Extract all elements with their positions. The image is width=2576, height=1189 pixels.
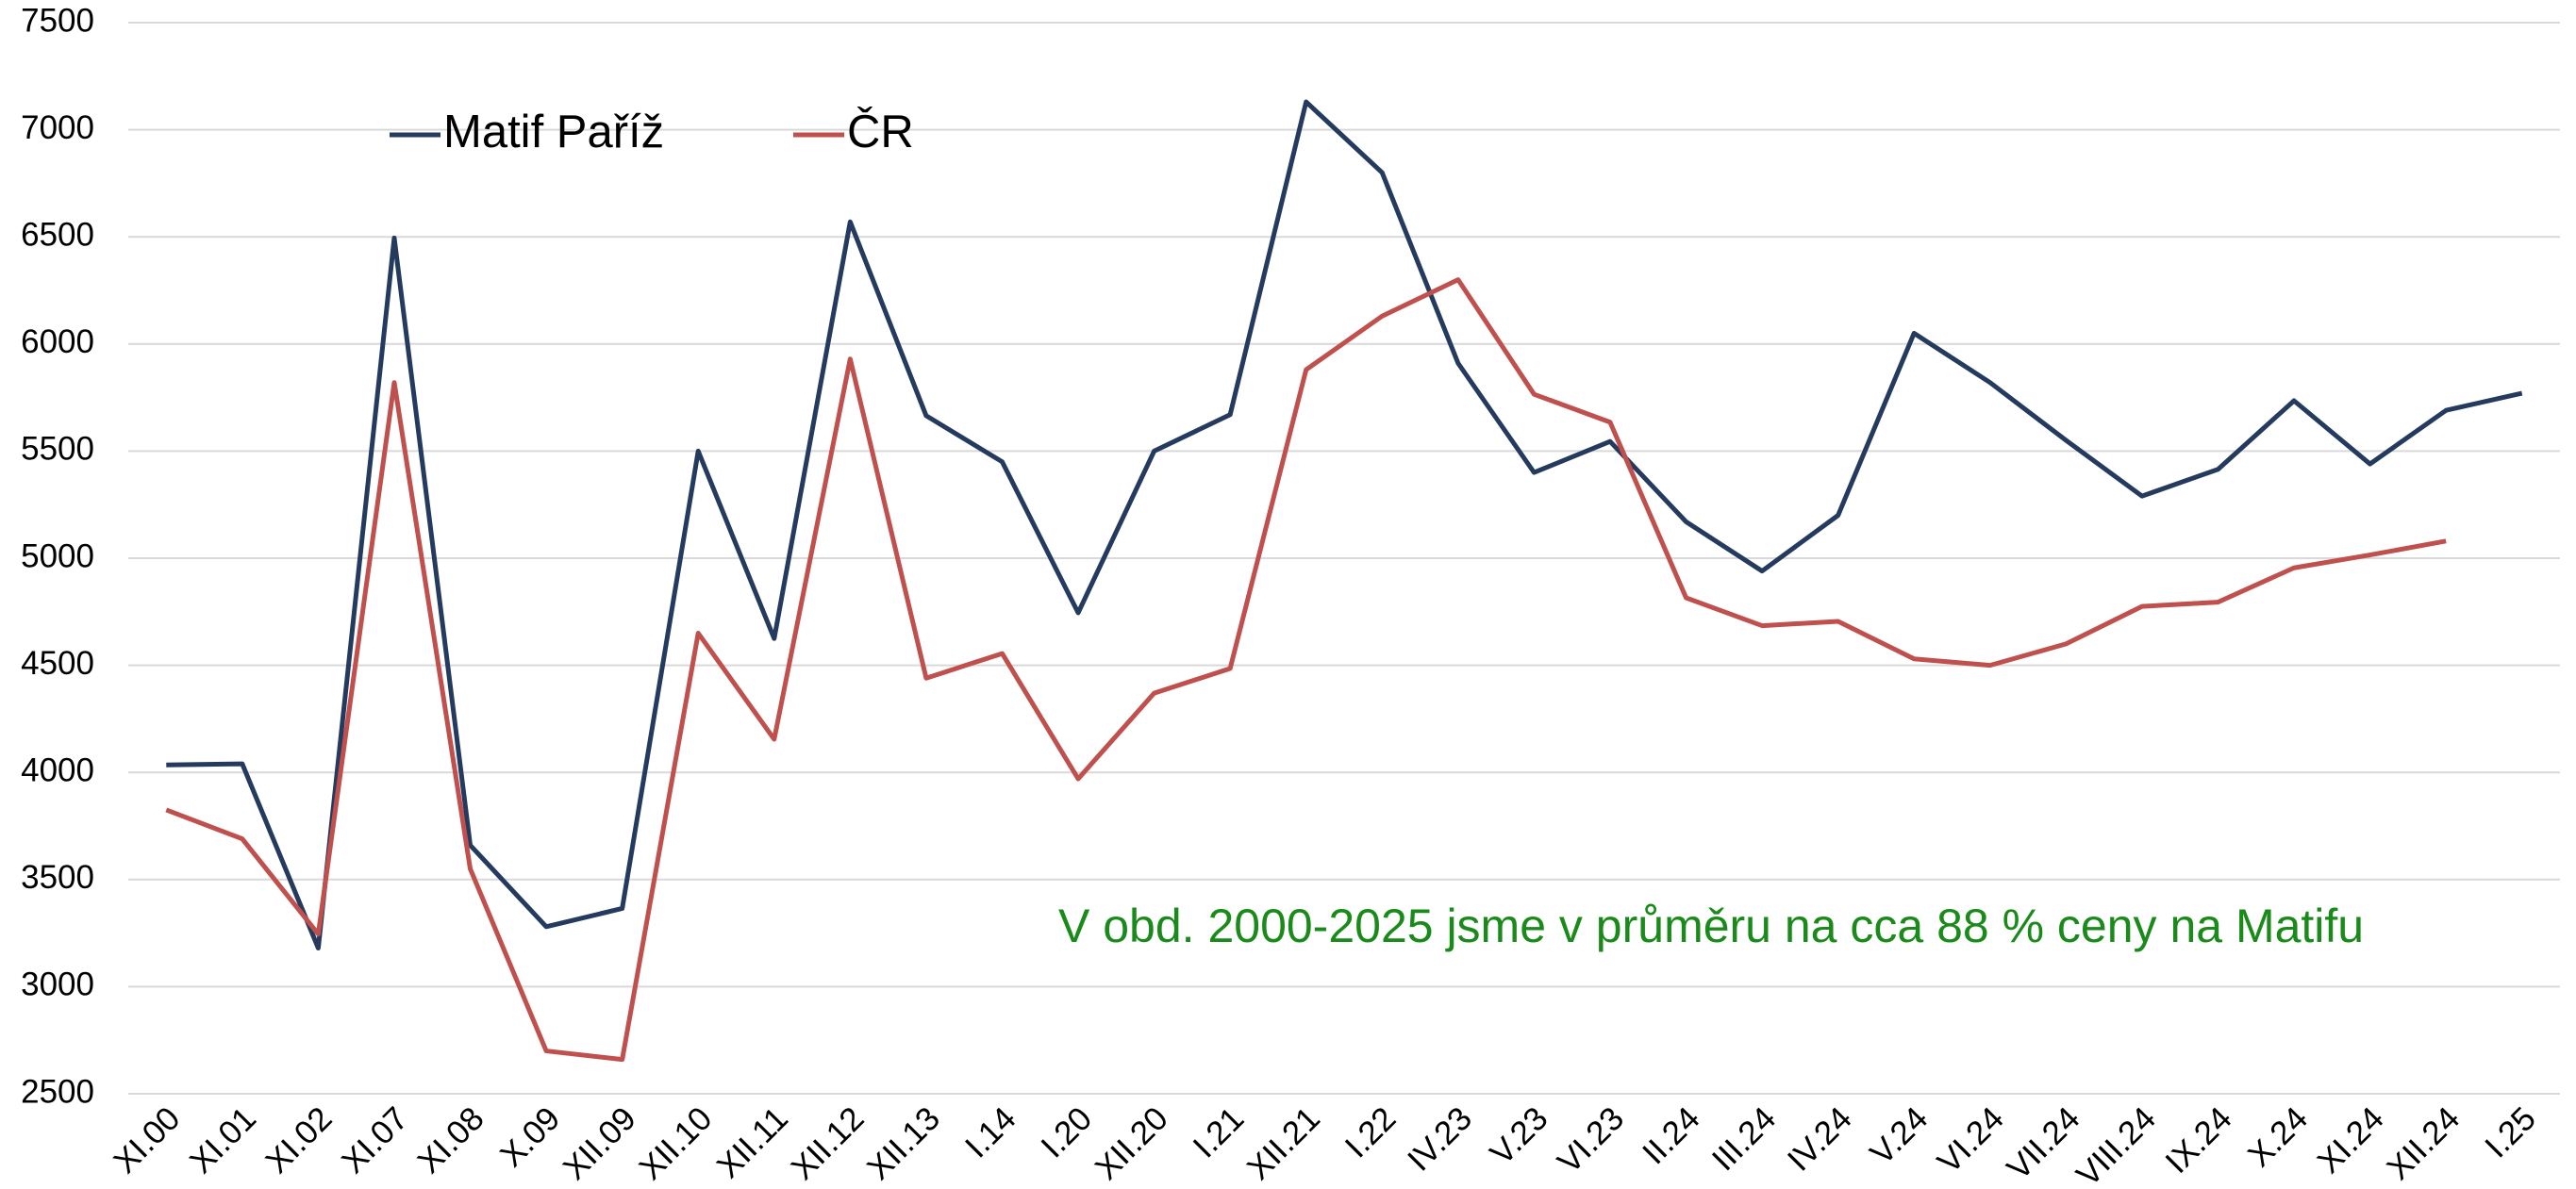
x-tick-label: XI.00 xyxy=(107,1100,187,1181)
x-tick-label: I.25 xyxy=(2478,1100,2543,1165)
annotation: V obd. 2000-2025 jsme v průměru na cca 8… xyxy=(1058,900,2364,952)
x-tick-label: XII.21 xyxy=(1240,1100,1327,1187)
series-line xyxy=(165,277,2447,1063)
x-tick-label: I.21 xyxy=(1186,1100,1251,1165)
x-tick-label: XII.10 xyxy=(632,1100,719,1187)
x-tick-label: XI.01 xyxy=(183,1100,263,1181)
x-tick-label: XII.12 xyxy=(784,1100,871,1187)
x-tick-label: XII.20 xyxy=(1089,1100,1175,1187)
x-tick-label: VII.24 xyxy=(2000,1100,2086,1187)
y-tick-label: 7000 xyxy=(21,109,94,146)
x-tick-label: XI.02 xyxy=(258,1100,339,1181)
x-tick-label: XII.09 xyxy=(557,1100,643,1187)
x-tick-label: XI.08 xyxy=(410,1100,490,1181)
y-tick-label: 5500 xyxy=(21,431,94,468)
y-tick-label: 6500 xyxy=(21,216,94,253)
x-tick-label: XII.13 xyxy=(860,1100,947,1187)
x-tick-label: II.24 xyxy=(1636,1100,1707,1172)
y-tick-label: 5000 xyxy=(21,537,94,574)
y-tick-label: 2500 xyxy=(21,1073,94,1110)
x-tick-label: IV.24 xyxy=(1781,1100,1859,1179)
x-tick-label: V.23 xyxy=(1483,1100,1554,1172)
x-tick-label: X.09 xyxy=(493,1100,567,1174)
y-tick-label: 3500 xyxy=(21,859,94,896)
x-tick-label: XI.07 xyxy=(335,1100,415,1181)
legend-label: Matif Paříž xyxy=(443,107,664,157)
x-tick-label: XII.24 xyxy=(2380,1100,2467,1187)
x-tick-label: VIII.24 xyxy=(2069,1100,2163,1189)
x-tick-label: X.24 xyxy=(2241,1100,2315,1174)
x-tick-label: IV.23 xyxy=(1401,1100,1479,1179)
x-tick-label: V.24 xyxy=(1863,1100,1935,1172)
x-tick-label: XII.11 xyxy=(710,1100,795,1185)
y-tick-label: 4000 xyxy=(21,751,94,788)
series-line xyxy=(166,99,2523,950)
x-tick-label: VI.24 xyxy=(1931,1100,2011,1181)
x-tick-label: I.22 xyxy=(1338,1100,1404,1165)
y-tick-label: 7500 xyxy=(21,2,94,39)
y-tick-label: 4500 xyxy=(21,645,94,682)
x-tick-label: VI.23 xyxy=(1551,1100,1631,1181)
y-tick-label: 3000 xyxy=(21,966,94,1003)
x-tick-label: I.14 xyxy=(958,1100,1023,1165)
x-tick-label: XI.24 xyxy=(2310,1100,2390,1181)
x-tick-label: III.24 xyxy=(1705,1100,1784,1179)
x-tick-label: I.20 xyxy=(1034,1100,1099,1165)
y-tick-label: 6000 xyxy=(21,323,94,360)
legend-label: ČR xyxy=(847,107,914,157)
x-tick-label: IX.24 xyxy=(2158,1100,2238,1181)
